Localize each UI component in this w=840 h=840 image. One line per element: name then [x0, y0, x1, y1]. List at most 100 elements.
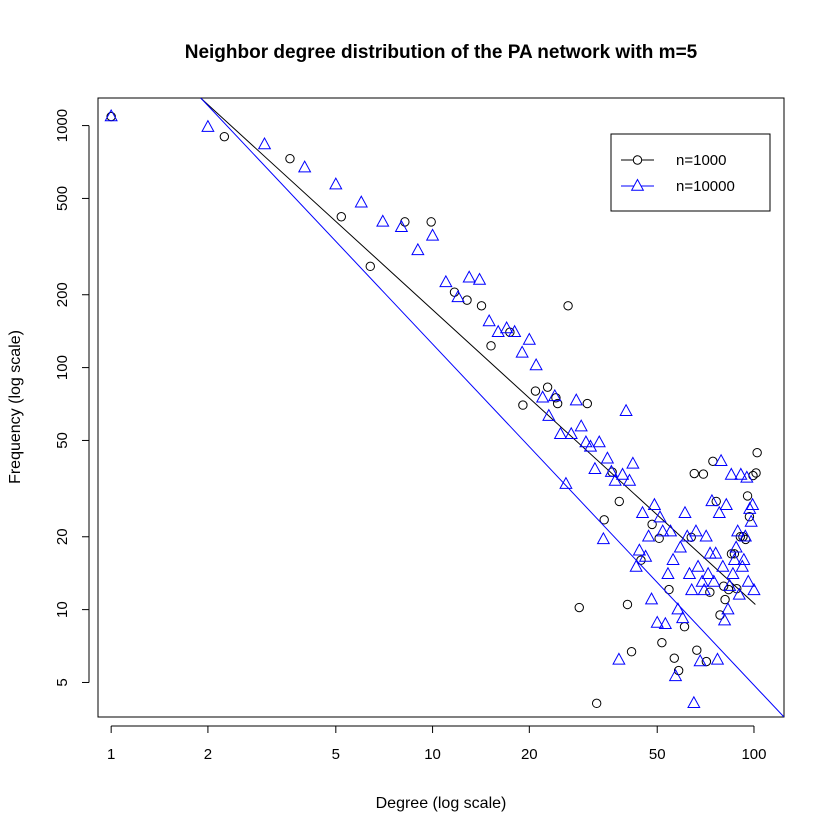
data-point-triangle [735, 559, 750, 572]
data-point-circle [711, 496, 721, 507]
data-point-triangle [641, 529, 656, 542]
data-point-triangle [564, 426, 578, 440]
x-tick-label: 5 [332, 746, 340, 763]
data-point-triangle [647, 497, 662, 510]
legend-triangle-marker [630, 178, 645, 191]
data-point-circle [744, 512, 755, 522]
data-point-circle [530, 386, 541, 396]
data-point-circle [752, 448, 762, 458]
data-point-triangle [693, 654, 707, 667]
data-point-triangle [731, 524, 745, 537]
data-point-circle [622, 599, 633, 610]
data-point-circle [614, 496, 624, 507]
data-point-triangle [732, 587, 746, 600]
data-point-triangle [548, 388, 562, 402]
data-point-triangle [297, 160, 312, 173]
data-point-circle [574, 602, 584, 613]
data-point-triangle [451, 289, 465, 303]
data-point-triangle [559, 476, 573, 489]
y-tick-label: 20 [54, 528, 71, 545]
legend-label: n=1000 [676, 152, 726, 169]
data-point-circle [582, 398, 593, 409]
data-point-circle [705, 587, 715, 597]
data-point-triangle [678, 505, 692, 519]
data-point-triangle [604, 464, 619, 477]
data-point-circle [518, 400, 528, 410]
data-point-circle [426, 217, 436, 227]
y-tick-label: 5 [54, 678, 71, 686]
data-point-triangle [666, 552, 680, 565]
data-point-circle [720, 594, 730, 605]
x-tick-label: 10 [424, 746, 441, 763]
data-point-circle [654, 533, 664, 544]
series-n=10000 [104, 98, 784, 717]
data-point-triangle [612, 652, 626, 665]
data-point-triangle [684, 582, 699, 596]
data-point-triangle [608, 473, 622, 486]
data-point-triangle [697, 582, 711, 596]
data-point-circle [751, 468, 761, 478]
plot-area [104, 98, 784, 717]
data-point-triangle [673, 540, 688, 553]
y-tick-label: 200 [54, 282, 71, 307]
data-point-circle [742, 491, 753, 501]
data-point-circle [698, 469, 709, 479]
data-point-triangle [695, 574, 709, 587]
data-point-triangle [425, 228, 440, 241]
data-point-triangle [635, 505, 650, 519]
data-point-triangle [705, 493, 719, 507]
data-point-triangle [661, 566, 675, 579]
x-tick-label: 1 [107, 746, 115, 763]
data-point-triangle [729, 540, 743, 553]
data-point-circle [336, 212, 346, 222]
data-point-triangle [638, 549, 653, 562]
data-point-triangle [708, 546, 723, 559]
data-point-triangle [734, 467, 748, 480]
legend: n=1000 n=10000 [610, 133, 771, 212]
fit-line [200, 98, 784, 717]
data-point-triangle [529, 357, 543, 371]
legend-box [610, 133, 771, 212]
data-point-triangle [745, 497, 760, 510]
data-point-triangle [644, 592, 659, 605]
data-point-triangle [717, 613, 732, 626]
data-point-circle [486, 341, 496, 351]
data-point-triangle [257, 136, 272, 150]
data-point-circle [647, 519, 657, 530]
data-point-triangle [741, 574, 755, 587]
data-point-triangle [622, 473, 637, 486]
data-point-triangle [201, 119, 215, 132]
data-point-triangle [689, 524, 703, 537]
data-point-circle [679, 621, 690, 632]
data-point-triangle [394, 219, 409, 233]
data-point-triangle [499, 320, 514, 334]
data-point-circle [552, 398, 563, 409]
data-point-circle [591, 698, 602, 709]
data-point-triangle [663, 524, 678, 537]
data-point-triangle [569, 393, 583, 406]
data-point-circle [692, 645, 702, 655]
data-point-triangle [482, 313, 496, 327]
x-axis-label: Degree (log scale) [376, 795, 507, 812]
plot-frame [97, 97, 785, 718]
data-point-triangle [721, 602, 735, 615]
data-point-triangle [658, 616, 673, 629]
data-point-triangle [542, 408, 556, 421]
data-point-triangle [727, 552, 742, 565]
data-point-circle [476, 301, 487, 311]
data-point-circle [689, 468, 699, 479]
y-tick-label: 1000 [54, 109, 71, 142]
data-point-triangle [491, 324, 505, 337]
data-point-triangle [439, 274, 453, 288]
data-point-circle [664, 584, 674, 595]
series-n=1000 [106, 98, 762, 709]
data-point-triangle [650, 615, 664, 628]
data-point-triangle [719, 497, 733, 510]
data-point-triangle [632, 543, 647, 556]
data-point-triangle [699, 529, 713, 542]
data-point-triangle [726, 566, 740, 579]
legend-label: n=10000 [676, 178, 735, 195]
x-tick-label: 2 [204, 746, 212, 763]
data-point-triangle [615, 467, 630, 480]
